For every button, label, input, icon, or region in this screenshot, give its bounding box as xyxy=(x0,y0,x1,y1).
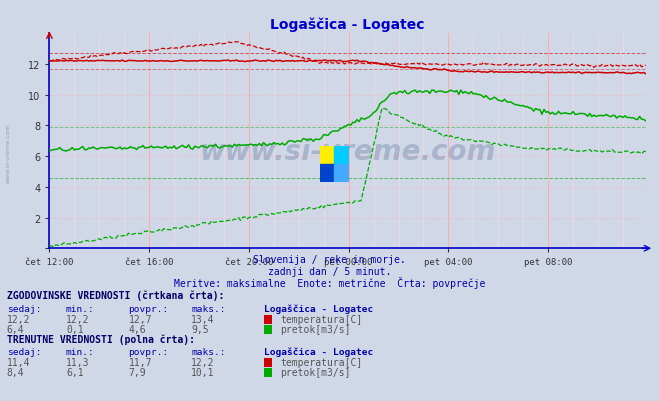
Text: 12,7: 12,7 xyxy=(129,314,152,324)
Title: Logaščica - Logatec: Logaščica - Logatec xyxy=(270,17,425,32)
Bar xyxy=(320,164,335,182)
Text: pretok[m3/s]: pretok[m3/s] xyxy=(280,324,351,334)
Text: Logaščica - Logatec: Logaščica - Logatec xyxy=(264,346,373,356)
Text: pretok[m3/s]: pretok[m3/s] xyxy=(280,367,351,377)
Text: maks.:: maks.: xyxy=(191,304,225,313)
Text: 11,4: 11,4 xyxy=(7,357,30,367)
Text: Logaščica - Logatec: Logaščica - Logatec xyxy=(264,303,373,313)
Text: povpr.:: povpr.: xyxy=(129,347,169,356)
Text: sedaj:: sedaj: xyxy=(7,304,41,313)
Text: TRENUTNE VREDNOSTI (polna črta):: TRENUTNE VREDNOSTI (polna črta): xyxy=(7,333,194,344)
Text: zadnji dan / 5 minut.: zadnji dan / 5 minut. xyxy=(268,267,391,277)
Text: min.:: min.: xyxy=(66,347,95,356)
Text: 13,4: 13,4 xyxy=(191,314,215,324)
Text: 12,2: 12,2 xyxy=(66,314,90,324)
Text: 6,1: 6,1 xyxy=(66,367,84,377)
Text: 12,2: 12,2 xyxy=(7,314,30,324)
Text: 7,9: 7,9 xyxy=(129,367,146,377)
Bar xyxy=(320,146,335,164)
Text: 6,4: 6,4 xyxy=(7,324,24,334)
Text: 4,6: 4,6 xyxy=(129,324,146,334)
Text: 12,2: 12,2 xyxy=(191,357,215,367)
Text: 8,4: 8,4 xyxy=(7,367,24,377)
Text: Slovenija / reke in morje.: Slovenija / reke in morje. xyxy=(253,255,406,265)
Text: 11,3: 11,3 xyxy=(66,357,90,367)
Text: Meritve: maksimalne  Enote: metrične  Črta: povprečje: Meritve: maksimalne Enote: metrične Črta… xyxy=(174,277,485,289)
Text: ZGODOVINSKE VREDNOSTI (črtkana črta):: ZGODOVINSKE VREDNOSTI (črtkana črta): xyxy=(7,290,224,301)
Bar xyxy=(335,164,349,182)
Text: temperatura[C]: temperatura[C] xyxy=(280,357,362,367)
Text: 11,7: 11,7 xyxy=(129,357,152,367)
Bar xyxy=(335,146,349,164)
Text: min.:: min.: xyxy=(66,304,95,313)
Text: povpr.:: povpr.: xyxy=(129,304,169,313)
Text: 9,5: 9,5 xyxy=(191,324,209,334)
Text: www.si-vreme.com: www.si-vreme.com xyxy=(200,138,496,166)
Text: 0,1: 0,1 xyxy=(66,324,84,334)
Text: sedaj:: sedaj: xyxy=(7,347,41,356)
Text: 10,1: 10,1 xyxy=(191,367,215,377)
Text: temperatura[C]: temperatura[C] xyxy=(280,314,362,324)
Text: www.si-vreme.com: www.si-vreme.com xyxy=(5,123,11,182)
Text: maks.:: maks.: xyxy=(191,347,225,356)
